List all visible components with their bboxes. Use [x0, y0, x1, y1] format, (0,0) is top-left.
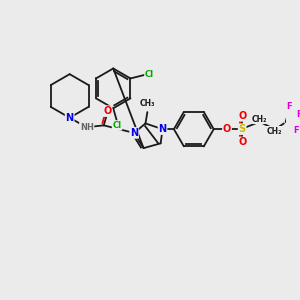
Text: O: O	[238, 111, 246, 121]
Text: N: N	[158, 124, 166, 134]
Text: Cl: Cl	[145, 70, 154, 79]
Text: F: F	[296, 110, 300, 119]
Text: F: F	[293, 126, 299, 135]
Text: F: F	[287, 102, 292, 111]
Text: CH₃: CH₃	[140, 99, 155, 108]
Text: O: O	[223, 124, 231, 134]
Text: N: N	[66, 113, 74, 123]
Text: CH₂: CH₂	[267, 127, 282, 136]
Text: N: N	[130, 128, 138, 138]
Text: CH₂: CH₂	[251, 115, 267, 124]
Text: O: O	[238, 137, 246, 147]
Text: O: O	[103, 106, 112, 116]
Text: S: S	[238, 124, 246, 134]
Text: NH: NH	[80, 123, 94, 132]
Text: Cl: Cl	[112, 121, 122, 130]
